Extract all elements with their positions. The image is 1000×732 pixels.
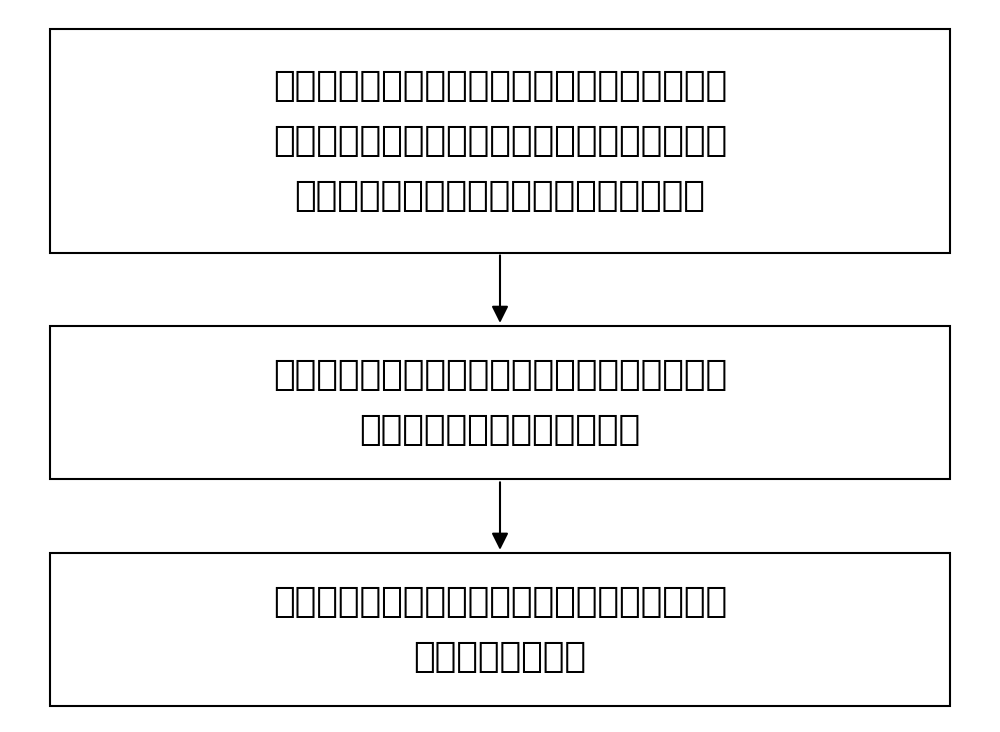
Text: 求解所述待测溶液的折射率；: 求解所述待测溶液的折射率；	[359, 413, 641, 447]
FancyBboxPatch shape	[50, 553, 950, 706]
FancyBboxPatch shape	[50, 326, 950, 479]
Text: 待测溶液的浓度。: 待测溶液的浓度。	[414, 640, 586, 674]
Text: 采集第一光发射模块发射的第一光线经浓度测量: 采集第一光发射模块发射的第一光线经浓度测量	[273, 69, 727, 103]
Text: 生折射后在第二光接收模块上的偏移距离；: 生折射后在第二光接收模块上的偏移距离；	[295, 179, 705, 213]
Text: 仪的底部的第一直角梯形沉孔内的待测溶液而发: 仪的底部的第一直角梯形沉孔内的待测溶液而发	[273, 124, 727, 158]
FancyBboxPatch shape	[50, 29, 950, 253]
Text: 根据所述偏移距离、第一距离以及第一入射角，: 根据所述偏移距离、第一距离以及第一入射角，	[273, 358, 727, 392]
Text: 根据待测溶液的折射率、溶质信息、溶剂，获取: 根据待测溶液的折射率、溶质信息、溶剂，获取	[273, 585, 727, 619]
